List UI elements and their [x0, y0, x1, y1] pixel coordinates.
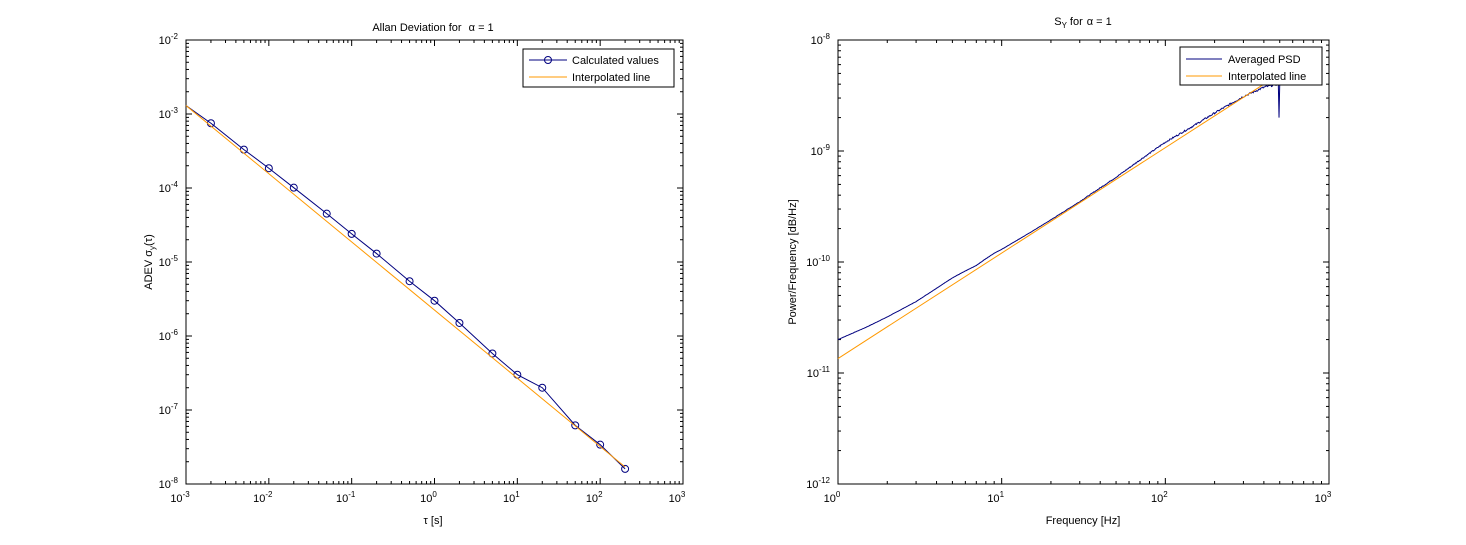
x-tick-label: 103 — [669, 490, 686, 505]
legend: Calculated values Interpolated line — [522, 48, 675, 88]
chart-title: Allan Deviation for α = 1 — [372, 22, 493, 34]
x-axis-title: τ [s] — [423, 515, 442, 527]
y-axis-title: Power/Frequency [dB/Hz] — [787, 199, 799, 324]
data-point — [488, 349, 497, 358]
series-layer — [837, 81, 1281, 359]
y-tick-label: 10-11 — [807, 365, 831, 380]
y-tick-label: 10-3 — [159, 106, 179, 121]
x-tick-label: 10-1 — [336, 490, 356, 505]
y-tick-label: 10-12 — [806, 476, 830, 491]
x-axis-title: Frequency [Hz] — [1046, 515, 1121, 527]
x-tick-label: 100 — [824, 490, 841, 505]
x-tick-label: 103 — [1315, 490, 1332, 505]
y-axis-title: ADEV σy(τ) — [143, 234, 157, 289]
x-tick-label: 10-2 — [253, 490, 273, 505]
tick-layer: 10-3 10-2 10-1 100 101 102 103 10-8 10-7 10-6 10-5… — [159, 32, 686, 505]
legend-label-calculated: Calculated values — [572, 55, 659, 67]
x-tick-label: 102 — [1151, 490, 1168, 505]
series-line-calculated-values — [185, 105, 626, 470]
x-tick-label: 101 — [987, 490, 1004, 505]
series-layer — [185, 105, 630, 473]
series-line-interpolated-line — [185, 105, 626, 468]
data-point — [264, 164, 273, 173]
legend-label-interpolated: Interpolated line — [1228, 71, 1306, 83]
data-point — [289, 183, 298, 192]
y-tick-label: 10-2 — [159, 32, 179, 47]
allan-deviation-chart: Allan Deviation for α = 1 10-3 10-2 10-1 10… — [143, 22, 686, 527]
legend-label-averaged-psd: Averaged PSD — [1228, 54, 1301, 66]
data-point — [430, 296, 439, 305]
data-point — [571, 421, 580, 430]
x-tick-label: 100 — [420, 490, 437, 505]
y-tick-label: 10-8 — [811, 32, 831, 47]
y-tick-label: 10-8 — [159, 476, 179, 491]
data-point — [621, 464, 630, 473]
y-tick-label: 10-6 — [159, 328, 179, 343]
data-point — [372, 249, 381, 258]
x-tick-label: 10-3 — [170, 490, 190, 505]
y-tick-label: 10-10 — [806, 254, 830, 269]
data-point — [596, 440, 605, 449]
data-point — [322, 209, 331, 218]
y-tick-label: 10-9 — [811, 143, 831, 158]
data-point — [455, 318, 464, 327]
chart-title: SY for α = 1 — [1054, 16, 1112, 30]
tick-layer: 100 101 102 103 10-12 10-11 10-10 10-9 10-8 — [806, 32, 1332, 505]
legend-box — [1179, 46, 1323, 86]
psd-chart: SY for α = 1 100 101 102 10310-1210-1110-1010… — [787, 16, 1332, 527]
data-point — [347, 229, 356, 238]
y-tick-label: 10-4 — [159, 180, 179, 195]
series-line-averaged-psd — [837, 81, 1281, 341]
legend-label-interpolated: Interpolated line — [572, 72, 650, 84]
data-point — [405, 277, 414, 286]
x-tick-label: 101 — [503, 490, 520, 505]
legend-marker-calculated — [544, 56, 552, 64]
plot-area — [185, 39, 684, 485]
y-tick-label: 10-5 — [159, 254, 179, 269]
legend: Averaged PSD Interpolated line — [1179, 46, 1323, 86]
x-tick-label: 102 — [586, 490, 603, 505]
y-tick-label: 10-7 — [159, 402, 179, 417]
plot-area — [837, 39, 1330, 485]
series-line-interpolated-line — [837, 83, 1265, 359]
data-point — [538, 383, 547, 392]
legend-box — [522, 48, 675, 88]
